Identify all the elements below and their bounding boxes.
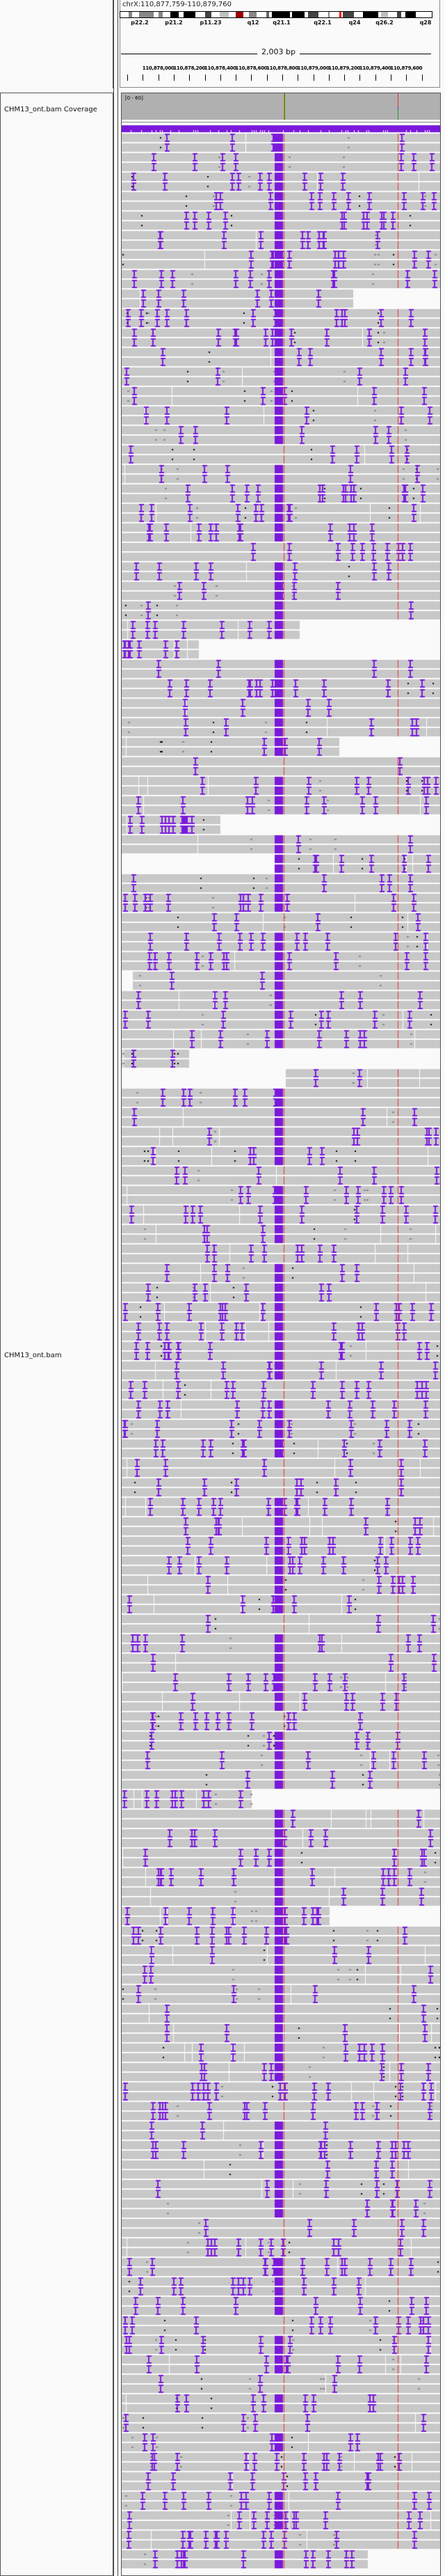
ideogram-band bbox=[129, 12, 132, 17]
ideogram-band bbox=[381, 12, 388, 17]
coverage-range: [0 - 60] bbox=[125, 95, 143, 101]
alignment-track-label[interactable]: CHM13_ont.bam bbox=[4, 1352, 62, 1359]
ruler-tick bbox=[251, 74, 252, 81]
coverage-track-label[interactable]: CHM13_ont.bam Coverage bbox=[4, 106, 97, 113]
ideogram-band bbox=[249, 12, 257, 17]
ideogram-band bbox=[139, 12, 154, 17]
ruler-label: 110,879,400 bbox=[359, 65, 391, 71]
ideogram-band bbox=[328, 12, 330, 17]
ideogram-band bbox=[272, 12, 290, 17]
locus-text[interactable]: chrX:110,877,759-110,879,760 bbox=[122, 1, 232, 8]
ruler-tick bbox=[220, 74, 221, 81]
ruler-tick bbox=[189, 74, 191, 81]
ruler-tick bbox=[359, 74, 361, 81]
ruler-label: 110,879,000 bbox=[297, 65, 330, 71]
ideogram-band bbox=[343, 12, 354, 17]
track-name-panel bbox=[0, 93, 113, 2576]
band-label: q24 bbox=[348, 19, 361, 26]
ruler-tick bbox=[266, 74, 268, 81]
ideogram-band bbox=[308, 12, 318, 17]
ruler-label: 110,878,600 bbox=[235, 65, 268, 71]
span-label: 2,003 bp bbox=[257, 47, 300, 56]
ideogram-band bbox=[220, 12, 229, 17]
ideogram-band bbox=[170, 12, 179, 17]
ideogram-band bbox=[184, 12, 195, 17]
ideogram-band bbox=[159, 12, 163, 17]
band-label: p21.2 bbox=[165, 19, 183, 26]
ideogram-band bbox=[405, 12, 416, 17]
chromosome-ideogram[interactable] bbox=[120, 11, 432, 18]
ruler-tick bbox=[375, 74, 376, 81]
ruler-tick bbox=[344, 74, 346, 81]
ideogram-band bbox=[266, 12, 269, 17]
ruler-label: 110,878,800 bbox=[266, 65, 298, 71]
band-label: q12 bbox=[247, 19, 259, 26]
ruler-tick bbox=[282, 74, 284, 81]
track-separator bbox=[122, 122, 440, 123]
alignment-reads[interactable] bbox=[122, 124, 440, 2574]
ruler-label: 110,878,200 bbox=[173, 65, 206, 71]
panel-divider[interactable] bbox=[113, 0, 114, 2576]
band-label: q28 bbox=[419, 19, 432, 26]
ruler-tick bbox=[127, 74, 129, 81]
ideogram-band bbox=[397, 12, 401, 17]
band-label: q22.1 bbox=[314, 19, 332, 26]
ruler-label: 110,879,600 bbox=[390, 65, 423, 71]
band-label: p22.2 bbox=[131, 19, 149, 26]
band-label: p11.23 bbox=[200, 19, 222, 26]
ruler-tick bbox=[421, 74, 423, 81]
ruler-tick bbox=[406, 74, 407, 81]
ideogram-band bbox=[205, 12, 211, 17]
band-label: q26.2 bbox=[375, 19, 394, 26]
ideogram-band bbox=[363, 12, 378, 17]
coverage-track[interactable] bbox=[122, 93, 440, 120]
ruler-tick bbox=[204, 74, 206, 81]
ruler-label: 110,878,000 bbox=[142, 65, 175, 71]
ruler-tick bbox=[174, 74, 175, 81]
ideogram-band bbox=[236, 12, 243, 17]
band-label: q21.1 bbox=[273, 19, 291, 26]
header-left-spacer bbox=[0, 0, 113, 88]
coverage-variant-mark bbox=[284, 93, 285, 120]
ruler-tick bbox=[328, 74, 330, 81]
ideogram-band bbox=[339, 12, 341, 17]
ideogram-band bbox=[292, 12, 305, 17]
ruler-label: 110,879,200 bbox=[328, 65, 361, 71]
ruler-label: 110,878,400 bbox=[204, 65, 236, 71]
